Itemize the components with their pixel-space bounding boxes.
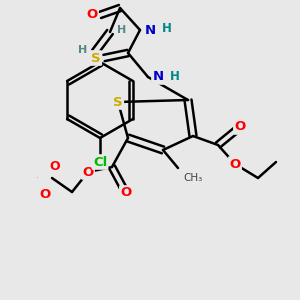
Text: O: O: [234, 121, 246, 134]
Text: H: H: [170, 70, 180, 83]
Text: N: N: [144, 23, 156, 37]
Text: CH₃: CH₃: [183, 173, 202, 183]
Text: S: S: [91, 52, 101, 64]
Text: O: O: [50, 160, 60, 173]
Text: S: S: [113, 95, 123, 109]
Text: O: O: [39, 188, 51, 202]
Text: H: H: [78, 45, 88, 55]
Text: Cl: Cl: [93, 155, 107, 169]
Text: H: H: [162, 22, 172, 35]
Text: O: O: [82, 166, 94, 178]
Text: O: O: [230, 158, 241, 170]
Text: N: N: [152, 70, 164, 83]
Text: H: H: [117, 25, 127, 35]
Text: O: O: [120, 187, 132, 200]
Text: O: O: [86, 8, 98, 22]
